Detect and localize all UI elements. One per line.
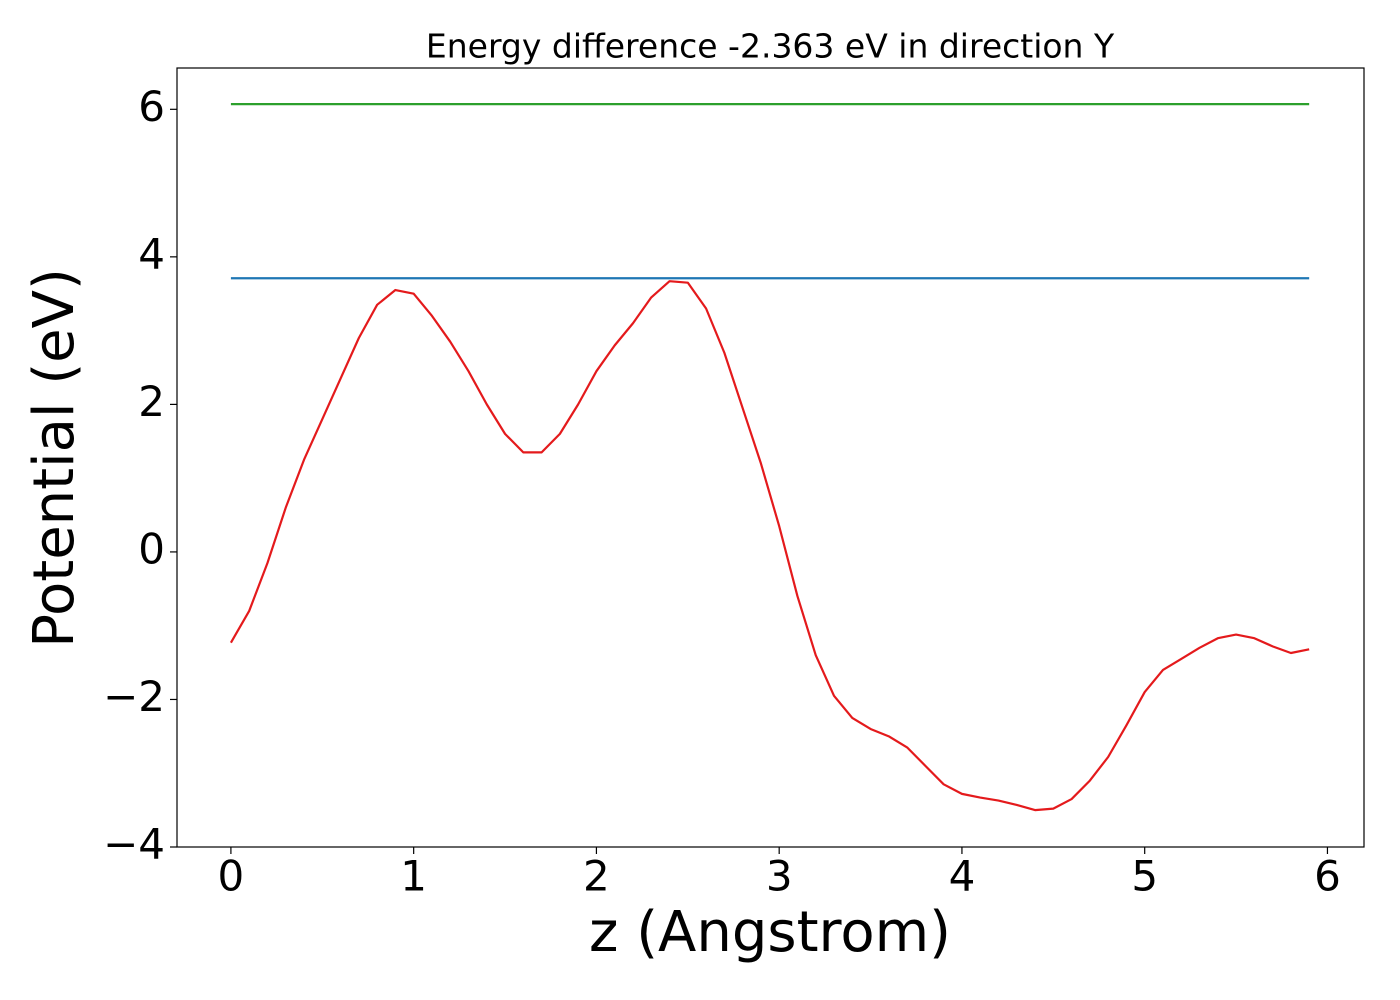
chart-title: Energy difference -2.363 eV in direction…	[426, 27, 1115, 66]
x-tick-label: 1	[400, 852, 427, 901]
y-tick-label: 4	[138, 229, 165, 278]
x-tick-label: 4	[949, 852, 976, 901]
x-tick-label: 0	[218, 852, 245, 901]
x-axis-label: z (Angstrom)	[589, 900, 951, 965]
y-tick-label: 0	[138, 524, 165, 573]
x-tick-label: 6	[1314, 852, 1341, 901]
plot-frame	[176, 67, 1365, 848]
x-tick-label: 2	[583, 852, 610, 901]
y-tick-label: 2	[138, 377, 165, 426]
y-tick-label: −2	[103, 672, 165, 721]
y-axis-label: Potential (eV)	[22, 268, 87, 648]
x-tick-label: 3	[766, 852, 793, 901]
y-tick-label: −4	[103, 820, 165, 869]
x-tick-label: 5	[1131, 852, 1158, 901]
y-tick-label: 6	[138, 82, 165, 131]
series-line	[229, 280, 1310, 812]
